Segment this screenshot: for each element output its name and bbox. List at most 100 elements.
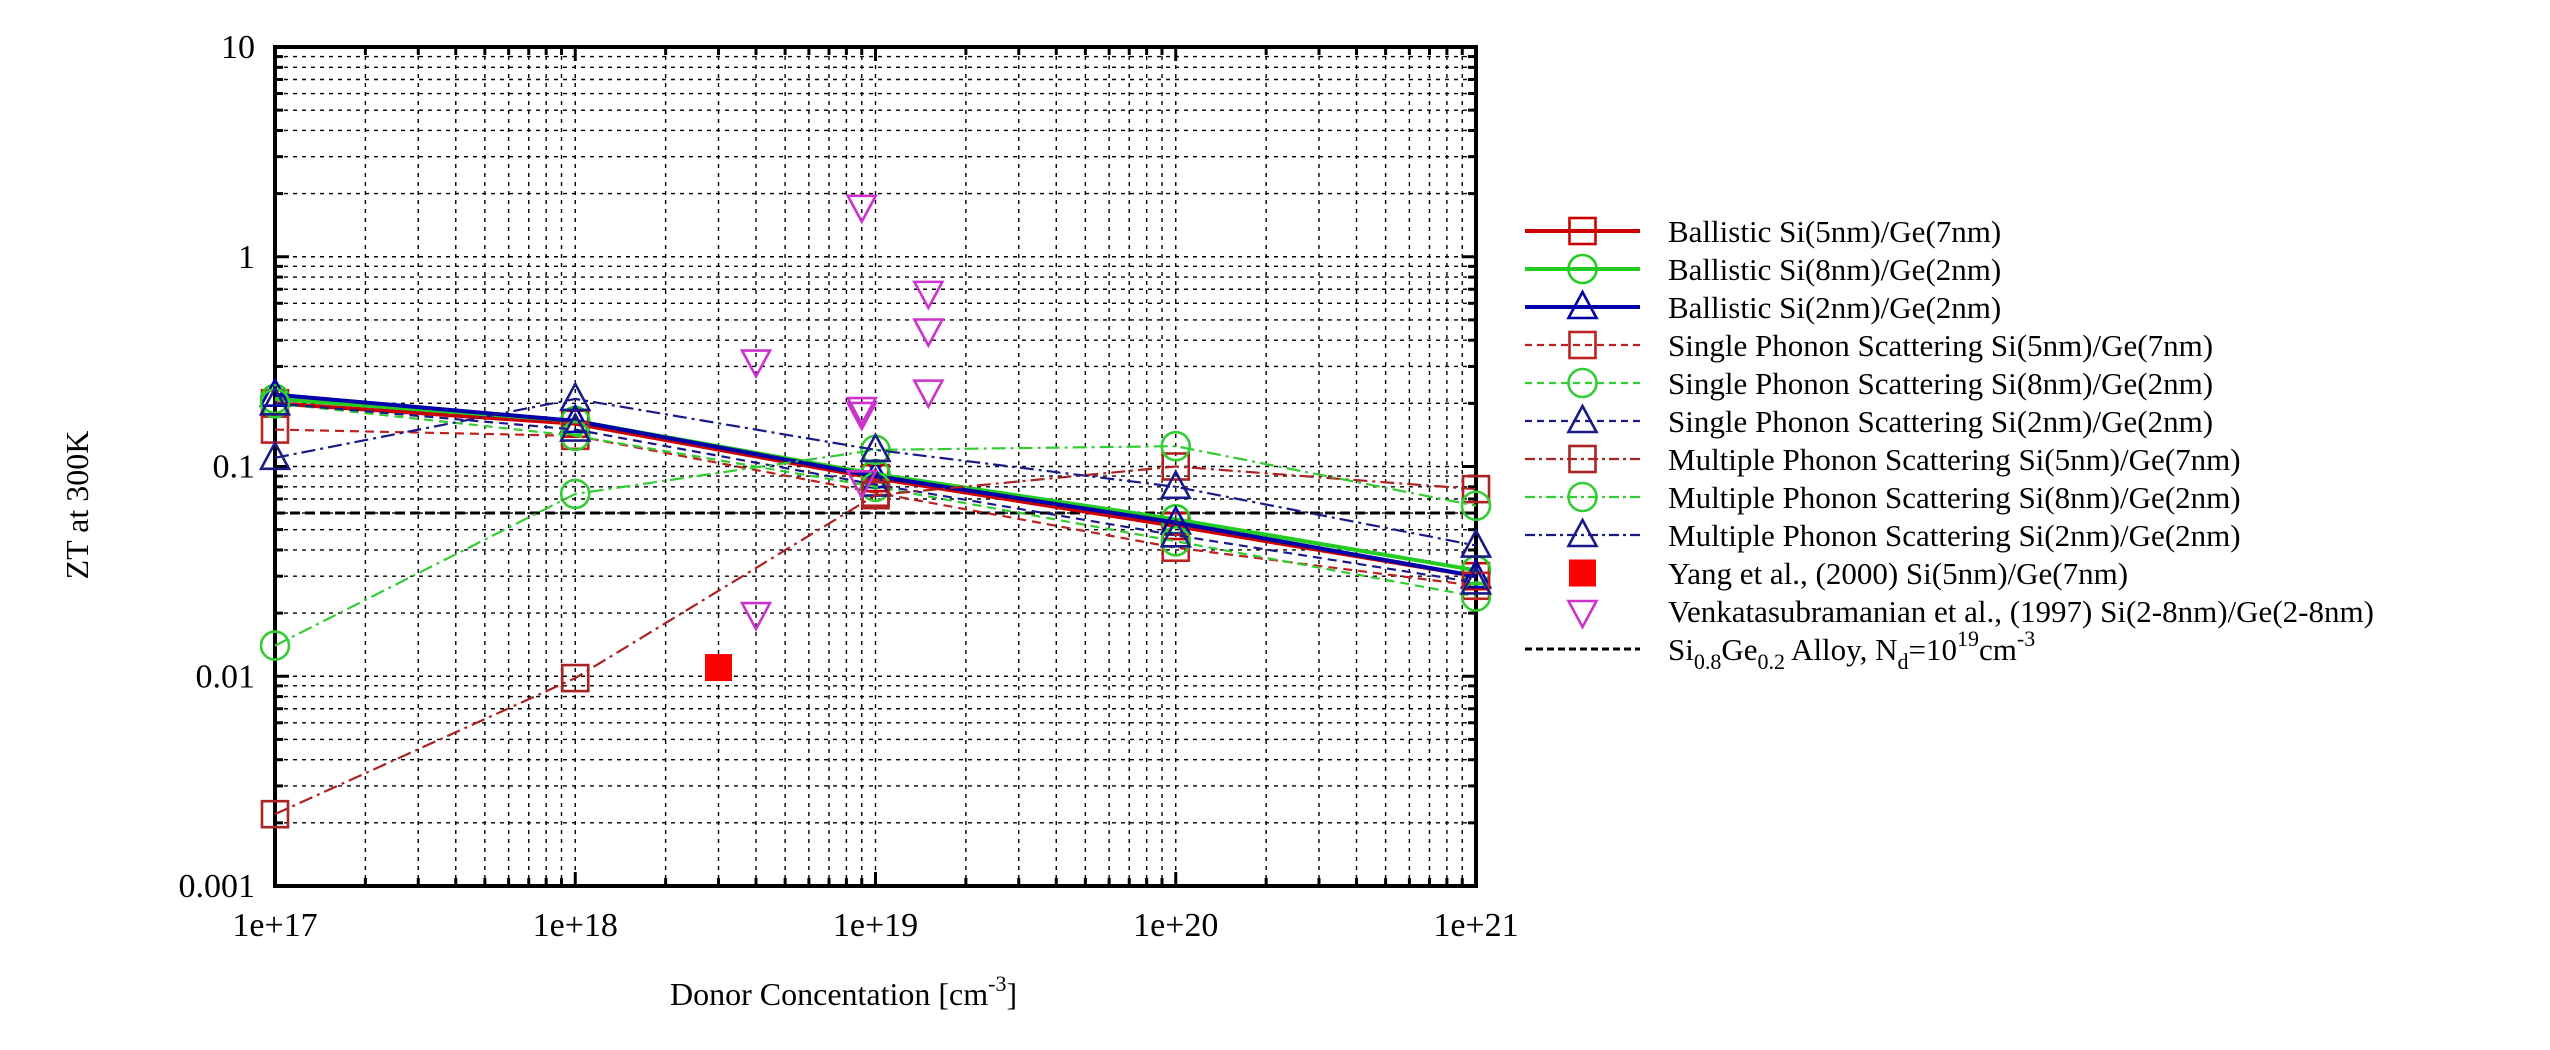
data-point-triangle (1459, 527, 1493, 558)
legend-entry-1: Ballistic Si(5nm)/Ge(7nm) (1525, 214, 2001, 249)
legend-marker-circle (1567, 253, 1598, 285)
legend-marker-square (1568, 444, 1597, 474)
legend-entry-2: Ballistic Si(8nm)/Ge(2nm) (1525, 252, 2001, 287)
legend-label: Ballistic Si(8nm)/Ge(2nm) (1668, 252, 2001, 287)
legend-label: Multiple Phonon Scattering Si(8nm)/Ge(2n… (1668, 480, 2241, 515)
y-tick-label: 0.01 (196, 658, 256, 695)
legend-label-part: 0.8 (1694, 649, 1722, 674)
legend-marker-triangle (1566, 403, 1599, 434)
legend-entry-9: Multiple Phonon Scattering Si(2nm)/Ge(2n… (1525, 517, 2241, 553)
x-tick-label: 1e+21 (1433, 907, 1518, 944)
tick-labels: 1e+17 1e+18 1e+19 1e+20 1e+21 0.001 0.01 0.1 1 10 (179, 29, 1519, 944)
legend-entry-7: Multiple Phonon Scattering Si(5nm)/Ge(7n… (1525, 442, 2241, 477)
x-tick-label: 1e+18 (533, 907, 618, 944)
legend-label: Single Phonon Scattering Si(8nm)/Ge(2nm) (1668, 366, 2213, 401)
legend-marker-circle (1567, 367, 1598, 399)
data-point-circle (1160, 430, 1192, 462)
scatter-point (845, 194, 878, 225)
x-tick-label: 1e+19 (833, 907, 918, 944)
scatter-series-1 (705, 654, 733, 682)
legend-marker-triangle (1566, 517, 1599, 548)
scatter-point (739, 601, 773, 632)
legend-label: Ballistic Si(5nm)/Ge(7nm) (1668, 214, 2001, 249)
y-tick-label: 10 (221, 29, 255, 66)
legend-entry-scatter-2: Venkatasubramanian et al., (1997) Si(2-8… (1566, 594, 2374, 630)
legend-label-part: =10 (1909, 632, 1957, 667)
series-line (274, 392, 1477, 579)
legend-marker-circle (1567, 481, 1598, 513)
scatter-point (739, 349, 773, 380)
legend-marker-filled-square (1569, 559, 1596, 587)
data-point-square (560, 663, 590, 693)
legend-entry-3: Ballistic Si(2nm)/Ge(2nm) (1525, 289, 2001, 325)
scatter-series-2 (739, 194, 945, 632)
y-tick-label: 0.001 (179, 868, 256, 905)
legend-label: Multiple Phonon Scattering Si(2nm)/Ge(2n… (1668, 518, 2241, 553)
legend-label: Single Phonon Scattering Si(5nm)/Ge(7nm) (1668, 328, 2213, 363)
legend-label-part: 19 (1957, 626, 1979, 651)
data-point-square (1161, 452, 1191, 481)
data-point-triangle (559, 411, 592, 442)
data-point-triangle (258, 385, 292, 416)
data-point-circle (1460, 490, 1492, 522)
x-axis-title: Donor Concentation [cm-3] (670, 971, 1017, 1012)
y-axis-title: ZT at 300K (59, 431, 95, 580)
series-line (274, 445, 1477, 647)
axis-titles: ZT at 300K Donor Concentation [cm-3] (59, 431, 1017, 1012)
data-point-triangle (559, 403, 592, 434)
series-line (274, 402, 1477, 584)
series-7 (260, 452, 1491, 829)
data-point-triangle (859, 432, 892, 463)
legend-entry-5: Single Phonon Scattering Si(8nm)/Ge(2nm) (1525, 366, 2213, 401)
x-axis-title-sup: -3 (988, 971, 1006, 996)
data-point-square (1461, 571, 1491, 601)
legend: Ballistic Si(5nm)/Ge(7nm)Ballistic Si(8n… (1525, 214, 2374, 674)
scatter-point (705, 654, 733, 682)
series-line (274, 401, 1477, 579)
scatter-point (845, 401, 878, 432)
scatter-point (845, 470, 878, 501)
legend-label-part: Si (1668, 632, 1694, 667)
data-point-triangle (1159, 517, 1192, 548)
legend-entry-8: Multiple Phonon Scattering Si(8nm)/Ge(2n… (1525, 480, 2241, 515)
x-axis-title-main: Donor Concentation [cm (670, 976, 988, 1012)
grid (275, 47, 1476, 886)
data-point-triangle (1159, 469, 1192, 500)
legend-entry-scatter-1: Yang et al., (2000) Si(5nm)/Ge(7nm) (1569, 556, 2128, 591)
x-tick-label: 1e+17 (232, 907, 317, 944)
series-line (274, 465, 1477, 816)
data-point-circle (1160, 525, 1192, 557)
legend-label-part: Ge (1721, 632, 1757, 667)
legend-label: Yang et al., (2000) Si(5nm)/Ge(7nm) (1668, 556, 2128, 591)
scatter-point (912, 318, 945, 349)
series-line (274, 402, 1477, 598)
legend-entry-6: Single Phonon Scattering Si(2nm)/Ge(2nm) (1525, 403, 2213, 439)
legend-label-part: d (1898, 649, 1909, 674)
x-axis-title-end: ] (1006, 976, 1017, 1012)
legend-label-part: Alloy, N (1785, 632, 1898, 667)
scatter-group (705, 194, 945, 682)
data-point-triangle (559, 381, 592, 412)
legend-label-part: cm (1979, 632, 2017, 667)
x-tick-label: 1e+20 (1133, 907, 1218, 944)
y-tick-label: 0.1 (213, 449, 256, 486)
data-point-triangle (258, 440, 292, 471)
legend-label-part: 0.2 (1758, 649, 1786, 674)
data-point-square (1461, 474, 1491, 504)
legend-label: Venkatasubramanian et al., (1997) Si(2-8… (1668, 594, 2374, 629)
legend-marker-square (1568, 330, 1597, 360)
legend-label: Si0.8Ge0.2 Alloy, Nd=1019cm-3 (1668, 626, 2035, 674)
scatter-point (845, 396, 878, 427)
legend-marker-down-triangle (1566, 599, 1599, 630)
legend-entry-alloy: Si0.8Ge0.2 Alloy, Nd=1019cm-3 (1525, 626, 2035, 674)
legend-marker-square (1568, 216, 1597, 246)
plot-frame (273, 45, 1478, 888)
legend-label: Multiple Phonon Scattering Si(5nm)/Ge(7n… (1668, 442, 2241, 477)
data-point-circle (259, 630, 291, 661)
series-5 (259, 388, 1492, 612)
data-point-circle (559, 420, 591, 452)
legend-entry-4: Single Phonon Scattering Si(5nm)/Ge(7nm) (1525, 328, 2213, 363)
legend-label: Ballistic Si(2nm)/Ge(2nm) (1668, 290, 2001, 325)
legend-label-part: -3 (2017, 626, 2035, 651)
